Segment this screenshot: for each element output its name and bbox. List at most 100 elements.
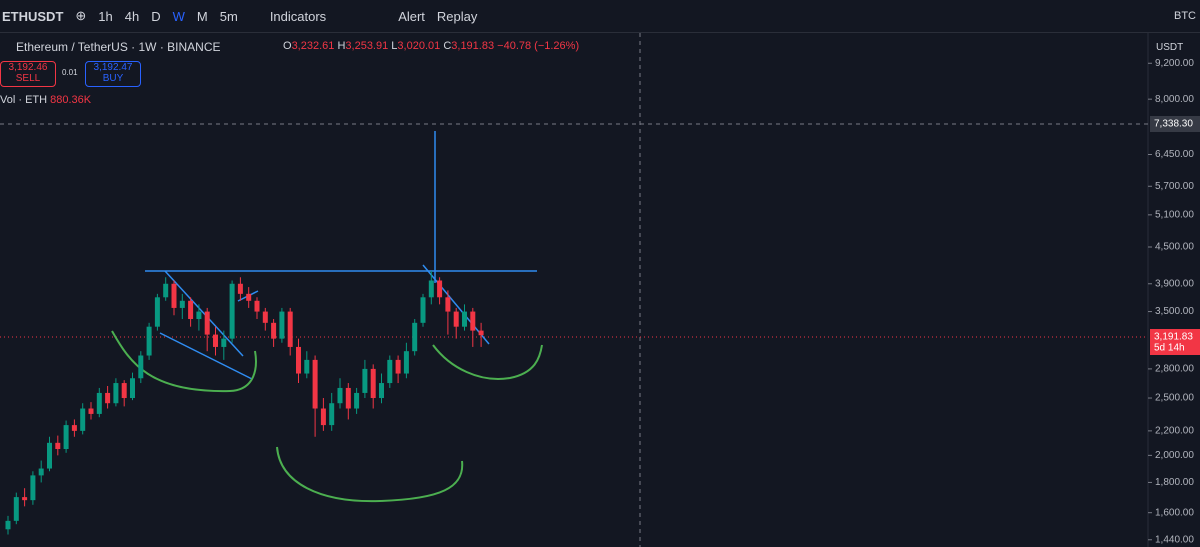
candle-body bbox=[329, 403, 335, 426]
drawing bbox=[422, 264, 490, 345]
candle-body bbox=[462, 311, 467, 327]
value: 3,020.01 bbox=[397, 40, 441, 52]
value: 3,191.83 bbox=[451, 40, 495, 52]
candle-body bbox=[22, 497, 28, 501]
candle-body bbox=[304, 359, 310, 374]
candle-body bbox=[320, 408, 326, 426]
candle-body bbox=[13, 497, 19, 521]
candle-body bbox=[370, 368, 376, 399]
candle-body bbox=[138, 355, 144, 379]
label: O bbox=[283, 40, 292, 52]
candle-body bbox=[271, 322, 277, 339]
drawing bbox=[159, 332, 253, 380]
candle-body bbox=[154, 297, 160, 327]
candle-body bbox=[453, 311, 459, 327]
buy-button[interactable]: 3,192.47 BUY bbox=[85, 61, 141, 87]
legend-title: Ethereum / TetherUS · 1W · BINANCE bbox=[16, 40, 221, 54]
candle-body bbox=[179, 300, 185, 308]
y-tick-label: 3,500.00 bbox=[1155, 306, 1194, 317]
candle-body bbox=[5, 520, 11, 530]
last-price-tag bbox=[1150, 329, 1200, 355]
indicators[interactable]: Indicators bbox=[269, 8, 327, 24]
candle-body bbox=[96, 392, 102, 414]
label: SELL bbox=[15, 73, 41, 84]
y-tick-label: 1,600.00 bbox=[1155, 507, 1194, 518]
y-tick-label: 4,500.00 bbox=[1155, 242, 1194, 253]
chart: 7,338.30 3,191.83 5d 14h 9,200.00 8,000.0… bbox=[0, 33, 1200, 547]
candle-body bbox=[71, 425, 77, 431]
candle-body bbox=[246, 293, 252, 301]
y-tick-label: 5,700.00 bbox=[1155, 181, 1194, 192]
candle-body bbox=[146, 326, 152, 356]
candle-body bbox=[55, 442, 61, 450]
value: 3,253.91 bbox=[345, 40, 389, 52]
y-tick-label: 2,800.00 bbox=[1155, 364, 1194, 375]
label: H bbox=[337, 40, 346, 52]
interval[interactable]: W bbox=[172, 8, 185, 24]
candle-body bbox=[237, 283, 243, 294]
ohlc: O3,232.61 H3,253.91 L3,020.01 C3,191.83 … bbox=[283, 40, 579, 52]
add[interactable]: ⊕ bbox=[75, 8, 87, 23]
candle-body bbox=[163, 283, 169, 298]
candle-body bbox=[478, 330, 484, 336]
candle-body bbox=[337, 387, 343, 404]
value: 880.36K bbox=[50, 94, 92, 106]
symbol[interactable]: ETHUSDT bbox=[2, 8, 64, 24]
alert[interactable]: Alert bbox=[398, 8, 425, 24]
drawing bbox=[111, 330, 257, 393]
label: BUY bbox=[102, 73, 124, 84]
interval[interactable]: M bbox=[196, 8, 208, 24]
candle-body bbox=[296, 346, 301, 374]
candle-body bbox=[63, 425, 69, 450]
candle-body bbox=[130, 378, 135, 399]
change: −40.78 (−1.26%) bbox=[497, 40, 580, 52]
candle-body bbox=[354, 392, 360, 409]
y-tick-label: 2,500.00 bbox=[1155, 393, 1194, 404]
y-tick-label: 5,100.00 bbox=[1155, 209, 1194, 220]
candle-body bbox=[229, 283, 235, 339]
candle-body bbox=[80, 408, 86, 431]
interval[interactable]: 1h bbox=[98, 8, 113, 24]
candle-body bbox=[188, 300, 194, 320]
candle-body bbox=[47, 442, 52, 469]
candle-body bbox=[420, 297, 426, 323]
candle-body bbox=[287, 311, 293, 347]
candle-body bbox=[38, 468, 44, 476]
sell-button[interactable]: 3,192.46 SELL bbox=[0, 61, 56, 87]
marker-label: 7,338.30 bbox=[1154, 119, 1193, 130]
candle-body bbox=[121, 383, 127, 399]
candle-body bbox=[30, 475, 36, 501]
interval[interactable]: D bbox=[151, 8, 161, 24]
candle-body bbox=[171, 283, 177, 308]
y-tick-label: 2,000.00 bbox=[1155, 450, 1194, 461]
y-tick-label: 3,900.00 bbox=[1155, 278, 1194, 289]
marker-tag bbox=[1150, 116, 1200, 132]
toolbar: ETHUSDT ⊕ 1h 4h D W M 5m Indicators Aler… bbox=[0, 0, 1200, 33]
drawing bbox=[276, 446, 464, 503]
candle-body bbox=[113, 383, 119, 404]
label: Vol · ETH bbox=[0, 94, 48, 106]
y-tick-label: 1,440.00 bbox=[1155, 534, 1194, 545]
replay[interactable]: Replay bbox=[436, 8, 478, 24]
account[interactable]: BTC bbox=[1174, 10, 1196, 22]
candle-body bbox=[379, 383, 384, 399]
last-price: 3,191.83 bbox=[1154, 332, 1193, 343]
candle-body bbox=[345, 387, 351, 409]
y-tick-label: 2,200.00 bbox=[1155, 426, 1194, 437]
candle-body bbox=[279, 311, 285, 339]
countdown: 5d 14h bbox=[1154, 343, 1185, 354]
label: C bbox=[443, 40, 452, 52]
candle-body bbox=[204, 311, 210, 335]
candle-body bbox=[470, 311, 476, 331]
price: 3,192.47 bbox=[93, 62, 133, 73]
interval[interactable]: 5m bbox=[219, 8, 238, 24]
currency[interactable]: USDT bbox=[1156, 42, 1184, 53]
interval[interactable]: 4h bbox=[124, 8, 140, 24]
value: 3,232.61 bbox=[291, 40, 335, 52]
candle-body bbox=[428, 280, 434, 298]
candle-body bbox=[196, 311, 202, 320]
candle-body bbox=[387, 359, 393, 384]
drawing bbox=[164, 270, 244, 357]
candle-body bbox=[88, 408, 94, 414]
